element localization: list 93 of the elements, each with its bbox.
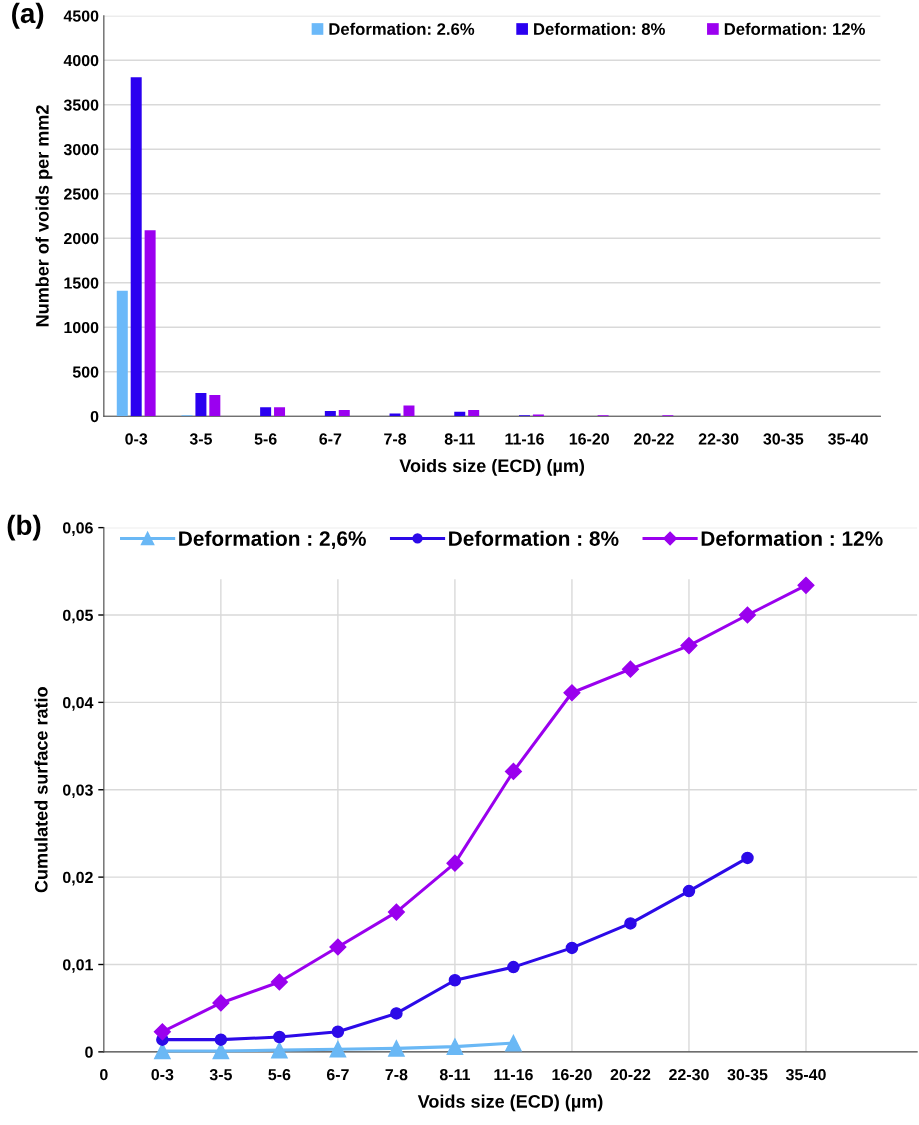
x-tick-label: 16-20	[569, 433, 609, 445]
y-tick-label: 1500	[64, 277, 99, 289]
x-axis-title: Voids size (ECD) (µm)	[399, 458, 585, 476]
x-tick-label: 6-7	[326, 1068, 349, 1081]
point	[504, 762, 522, 780]
x-axis-title: Voids size (ECD) (µm)	[417, 1094, 603, 1112]
point	[446, 854, 464, 872]
bar	[195, 393, 207, 417]
point	[797, 576, 815, 594]
point	[682, 884, 696, 898]
legend-label: Deformation : 12%	[701, 530, 883, 546]
point	[621, 660, 640, 678]
bar	[274, 407, 286, 417]
x-tick-label: 22-30	[698, 433, 739, 445]
x-tick-label: 3-5	[189, 433, 213, 445]
point	[331, 1025, 345, 1039]
point	[273, 1030, 286, 1044]
point	[212, 994, 230, 1012]
x-tick-label: 20-22	[634, 433, 674, 445]
x-tick-label: 30-35	[763, 433, 804, 445]
point	[388, 1040, 405, 1057]
y-tick-label: 3500	[63, 99, 99, 111]
x-tick-label: 5-6	[254, 433, 277, 445]
bar	[324, 410, 336, 417]
y-tick-label: 0,02	[62, 871, 93, 886]
x-tick-label: 8-11	[439, 1068, 471, 1081]
bar	[338, 410, 350, 417]
bar	[468, 410, 480, 417]
bar	[454, 411, 466, 417]
x-tick-label: 3-5	[209, 1068, 232, 1081]
point	[448, 973, 462, 987]
y-tick-label: 0	[90, 410, 99, 423]
y-tick-label: 3000	[63, 143, 99, 156]
y-tick-label: 4500	[63, 10, 99, 22]
point	[214, 1033, 228, 1046]
y-tick-label: 0,05	[62, 609, 93, 624]
point	[738, 606, 757, 624]
x-tick-label: 20-22	[610, 1068, 651, 1081]
y-tick-label: 500	[72, 366, 99, 378]
chart-title: (b)	[7, 514, 41, 541]
y-tick-label: 1000	[64, 321, 99, 334]
x-tick-label: 0	[100, 1068, 108, 1081]
bar	[403, 405, 415, 417]
point	[680, 637, 698, 655]
y-axis-title: Cumulated surface ratio	[34, 687, 48, 893]
bar	[116, 290, 128, 417]
x-tick-label: 6-7	[319, 433, 342, 445]
x-tick-label: 0-3	[151, 1068, 174, 1081]
y-tick-label: 0	[85, 1046, 93, 1058]
x-tick-label: 16-20	[552, 1068, 592, 1081]
point	[563, 684, 581, 702]
x-tick-label: 35-40	[785, 1068, 826, 1081]
y-tick-label: 2000	[64, 232, 99, 245]
point	[387, 903, 405, 921]
x-tick-label: 11-16	[505, 433, 544, 445]
y-tick-label: 0,01	[62, 959, 93, 973]
x-tick-label: 30-35	[727, 1068, 768, 1081]
x-tick-label: 22-30	[669, 1068, 709, 1081]
x-tick-label: 35-40	[827, 433, 868, 445]
bar	[130, 77, 142, 417]
legend-label: Deformation: 8%	[534, 22, 665, 35]
y-tick-label: 0,06	[62, 522, 93, 536]
chart-title: (a)	[12, 2, 44, 29]
point	[624, 917, 637, 930]
legend-label: Deformation : 2,6%	[179, 530, 366, 549]
point	[390, 1007, 403, 1020]
y-tick-label: 4000	[63, 54, 99, 67]
point	[446, 1038, 464, 1055]
x-tick-label: 7-8	[385, 1068, 408, 1081]
legend-label: Deformation : 8%	[449, 530, 619, 546]
x-tick-label: 7-8	[384, 433, 407, 445]
point	[329, 1040, 347, 1058]
point	[270, 973, 288, 991]
bar	[209, 394, 221, 417]
bar	[144, 230, 156, 417]
legend-label: Deformation: 2.6%	[329, 22, 475, 35]
legend-label: Deformation: 12%	[724, 22, 865, 35]
y-tick-label: 2500	[64, 188, 99, 200]
x-tick-label: 11-16	[494, 1068, 533, 1081]
point	[271, 1041, 288, 1059]
bar	[260, 407, 272, 417]
y-axis-title: Number of voids per mm2	[35, 105, 53, 327]
point	[741, 851, 754, 865]
x-tick-label: 5-6	[268, 1068, 291, 1081]
x-tick-label: 0-3	[125, 433, 148, 445]
point	[329, 938, 347, 956]
y-tick-label: 0,03	[62, 784, 93, 799]
point	[153, 1023, 171, 1041]
point	[505, 1034, 522, 1052]
point	[565, 941, 579, 955]
point	[507, 960, 520, 974]
y-tick-label: 0,04	[62, 697, 94, 711]
x-tick-label: 8-11	[444, 433, 475, 445]
